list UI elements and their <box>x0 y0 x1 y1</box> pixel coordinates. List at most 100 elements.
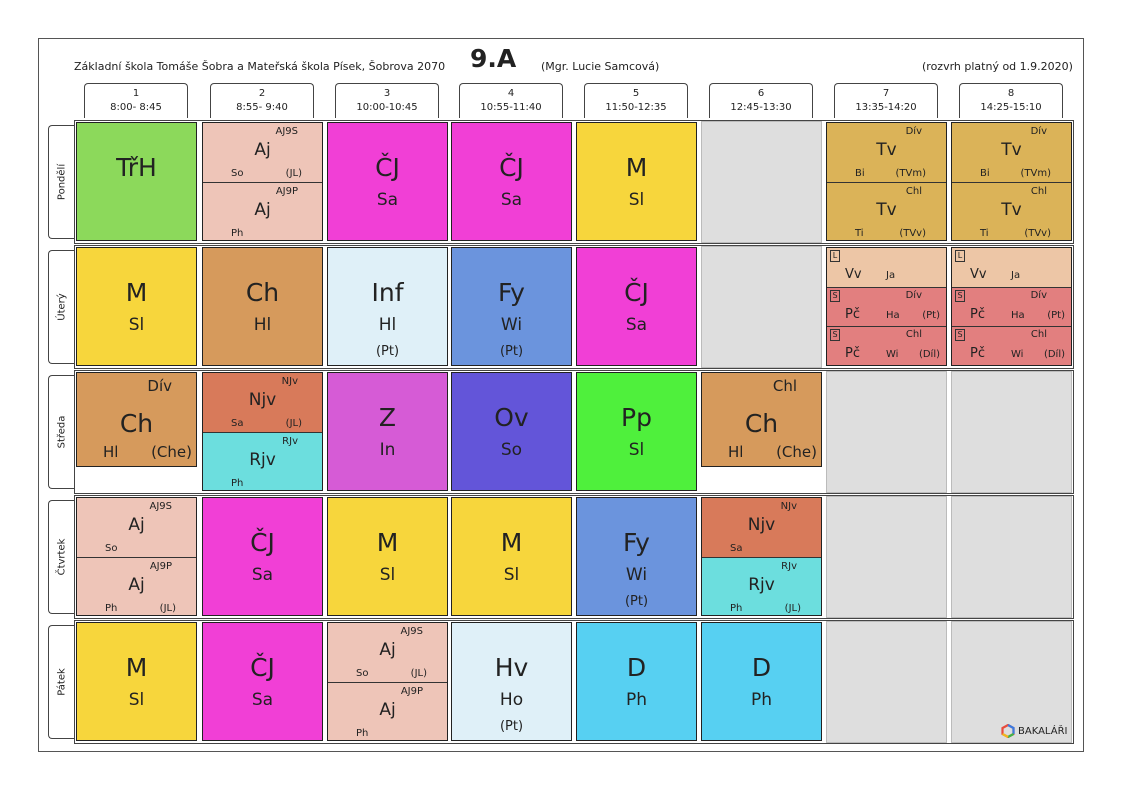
lesson-part[interactable]: AJ9P Aj Ph <box>328 682 447 740</box>
lesson-group: Dív <box>905 126 922 137</box>
lesson-subject: ČJ <box>624 278 649 307</box>
lesson-group: AJ9P <box>275 185 298 197</box>
period-header: 2 8:55- 9:40 <box>210 83 314 118</box>
lesson-part[interactable]: NJv Njv Sa (JL) <box>203 373 322 433</box>
lesson-subject: Tv <box>1001 140 1022 160</box>
lesson-cell[interactable]: Ov So <box>451 372 572 491</box>
lesson-cell[interactable]: Dív Ch Hl (Che) <box>76 372 197 467</box>
lesson-cell[interactable]: ČJ Sa <box>576 247 697 366</box>
lesson-cell[interactable]: AJ9S Aj So (JL) AJ9P Aj Ph <box>327 622 448 741</box>
lesson-tag: S <box>955 329 965 342</box>
lesson-part[interactable]: S Dív Pč Ha (Pt) <box>827 287 946 328</box>
day-label: Pátek <box>56 668 67 696</box>
period-time: 14:25-15:10 <box>980 102 1042 113</box>
lesson-part[interactable]: S Chl Pč Wi (Díl) <box>827 327 946 365</box>
period-time: 10:55-11:40 <box>480 102 542 113</box>
empty-slot <box>701 246 822 368</box>
lesson-cell[interactable]: ČJ Sa <box>202 497 323 616</box>
lesson-part[interactable]: AJ9S Aj So <box>77 498 196 558</box>
lesson-cell[interactable]: Fy Wi (Pt) <box>451 247 572 366</box>
empty-slot <box>951 496 1072 618</box>
lesson-cell[interactable]: L Vv Ja S Dív Pč Ha (Pt) S Chl Pč Wi (Díl) <box>826 247 947 366</box>
lesson-cell[interactable]: NJv Njv Sa (JL) RJv Rjv Ph <box>202 372 323 491</box>
lesson-part[interactable]: AJ9S Aj So (JL) <box>328 623 447 683</box>
lesson-part[interactable]: AJ9P Aj Ph (JL) <box>77 557 196 615</box>
lesson-part[interactable]: S Chl Pč Wi (Díl) <box>952 327 1071 365</box>
lesson-teacher: Sl <box>128 315 145 335</box>
lesson-subject: Pč <box>970 306 985 322</box>
lesson-part[interactable]: Dív Tv Bi (TVm) <box>952 123 1071 183</box>
lesson-part[interactable]: RJv Rjv Ph (JL) <box>702 557 821 615</box>
day-label: Středa <box>56 415 67 449</box>
lesson-teacher: Ja <box>1011 270 1021 281</box>
lesson-room: (JL) <box>410 668 427 679</box>
lesson-teacher: Sa <box>376 190 399 210</box>
lesson-part[interactable]: NJv Njv Sa <box>702 498 821 558</box>
lesson-room: (TVv) <box>899 227 926 239</box>
lesson-room: (TVm) <box>895 168 927 179</box>
lesson-cell[interactable]: TřH <box>76 122 197 241</box>
lesson-cell[interactable]: M Sl <box>327 497 448 616</box>
lesson-teacher: So <box>231 168 244 179</box>
lesson-cell[interactable]: M Sl <box>76 247 197 366</box>
lesson-cell[interactable]: Fy Wi (Pt) <box>576 497 697 616</box>
lesson-part[interactable]: L Vv Ja <box>952 248 1071 288</box>
lesson-cell[interactable]: ČJ Sa <box>451 122 572 241</box>
empty-slot <box>701 121 822 243</box>
day-label: Čtvrtek <box>56 538 67 576</box>
lesson-part[interactable]: AJ9P Aj Ph <box>203 182 322 240</box>
lesson-subject: Pč <box>970 346 985 362</box>
lesson-part[interactable]: RJv Rjv Ph <box>203 432 322 490</box>
lesson-cell[interactable]: Dív Tv Bi (TVm) Chl Tv Ti (TVv) <box>826 122 947 241</box>
lesson-cell[interactable]: M Sl <box>576 122 697 241</box>
period-header: 5 11:50-12:35 <box>584 83 688 118</box>
lesson-teacher: In <box>379 440 396 460</box>
lesson-teacher: Ha <box>886 309 900 321</box>
lesson-teacher: Hl <box>378 315 397 335</box>
lesson-tag: L <box>830 250 840 262</box>
lesson-cell[interactable]: D Ph <box>576 622 697 741</box>
lesson-cell[interactable]: D Ph <box>701 622 822 741</box>
lesson-part[interactable]: S Dív Pč Ha (Pt) <box>952 287 1071 328</box>
lesson-part[interactable]: Dív Tv Bi (TVm) <box>827 123 946 183</box>
lesson-cell[interactable]: Pp Sl <box>576 372 697 491</box>
lesson-cell[interactable]: Ch Hl <box>202 247 323 366</box>
lesson-subject: Rjv <box>249 449 276 470</box>
lesson-teacher: Wi <box>625 565 648 585</box>
bakalari-logo: BAKALÁŘI <box>1001 723 1067 739</box>
period-time: 8:00- 8:45 <box>110 102 162 113</box>
lesson-cell[interactable]: AJ9S Aj So AJ9P Aj Ph (JL) <box>76 497 197 616</box>
lesson-cell[interactable]: ČJ Sa <box>202 622 323 741</box>
period-number: 5 <box>632 88 640 99</box>
lesson-part[interactable]: Chl Tv Ti (TVv) <box>952 182 1071 240</box>
day-label: Pondělí <box>56 163 67 201</box>
lesson-part[interactable]: L Vv Ja <box>827 248 946 288</box>
lesson-subject: Ch <box>245 278 280 307</box>
lesson-cell[interactable]: Z In <box>327 372 448 491</box>
lesson-teacher: Ph <box>105 602 118 614</box>
lesson-cell[interactable]: M Sl <box>451 497 572 616</box>
lesson-cell[interactable]: Chl Ch Hl (Che) <box>701 372 822 467</box>
lesson-subject: Tv <box>1001 199 1022 220</box>
lesson-teacher: So <box>105 543 118 554</box>
lesson-teacher: Sl <box>379 565 396 585</box>
lesson-subject: D <box>751 653 772 682</box>
lesson-cell[interactable]: Inf Hl (Pt) <box>327 247 448 366</box>
lesson-cell[interactable]: L Vv Ja S Dív Pč Ha (Pt) S Chl Pč Wi (Díl) <box>951 247 1072 366</box>
lesson-teacher: Ph <box>625 690 648 710</box>
lesson-subject: Pč <box>845 346 860 362</box>
lesson-cell[interactable]: M Sl <box>76 622 197 741</box>
period-number: 2 <box>258 88 266 99</box>
lesson-part[interactable]: AJ9S Aj So (JL) <box>203 123 322 183</box>
period-number: 4 <box>507 88 515 99</box>
lesson-cell[interactable]: ČJ Sa <box>327 122 448 241</box>
lesson-room: (Che) <box>776 443 817 461</box>
lesson-cell[interactable]: AJ9S Aj So (JL) AJ9P Aj Ph <box>202 122 323 241</box>
lesson-group: RJv <box>781 560 797 572</box>
lesson-cell[interactable]: Hv Ho (Pt) <box>451 622 572 741</box>
lesson-teacher: Wi <box>500 315 523 335</box>
class-teacher: (Mgr. Lucie Samcová) <box>541 60 660 73</box>
lesson-part[interactable]: Chl Tv Ti (TVv) <box>827 182 946 240</box>
lesson-cell[interactable]: NJv Njv Sa RJv Rjv Ph (JL) <box>701 497 822 616</box>
lesson-cell[interactable]: Dív Tv Bi (TVm) Chl Tv Ti (TVv) <box>951 122 1072 241</box>
